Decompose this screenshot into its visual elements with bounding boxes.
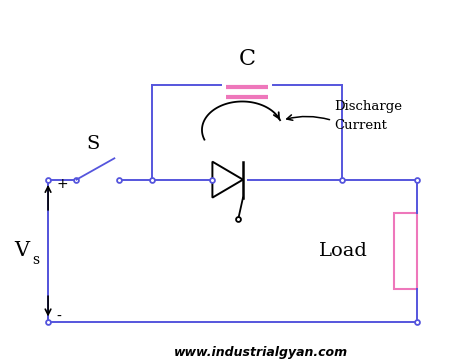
Text: V: V xyxy=(14,241,29,260)
Text: Load: Load xyxy=(319,242,368,260)
Text: Discharge: Discharge xyxy=(334,100,403,113)
Text: www.industrialgyan.com: www.industrialgyan.com xyxy=(174,346,348,359)
Bar xyxy=(394,213,418,289)
Text: -: - xyxy=(57,310,61,324)
Text: C: C xyxy=(238,48,256,70)
Text: +: + xyxy=(57,177,68,191)
Text: Current: Current xyxy=(334,119,388,132)
Text: s: s xyxy=(33,253,40,267)
Text: S: S xyxy=(86,135,100,153)
